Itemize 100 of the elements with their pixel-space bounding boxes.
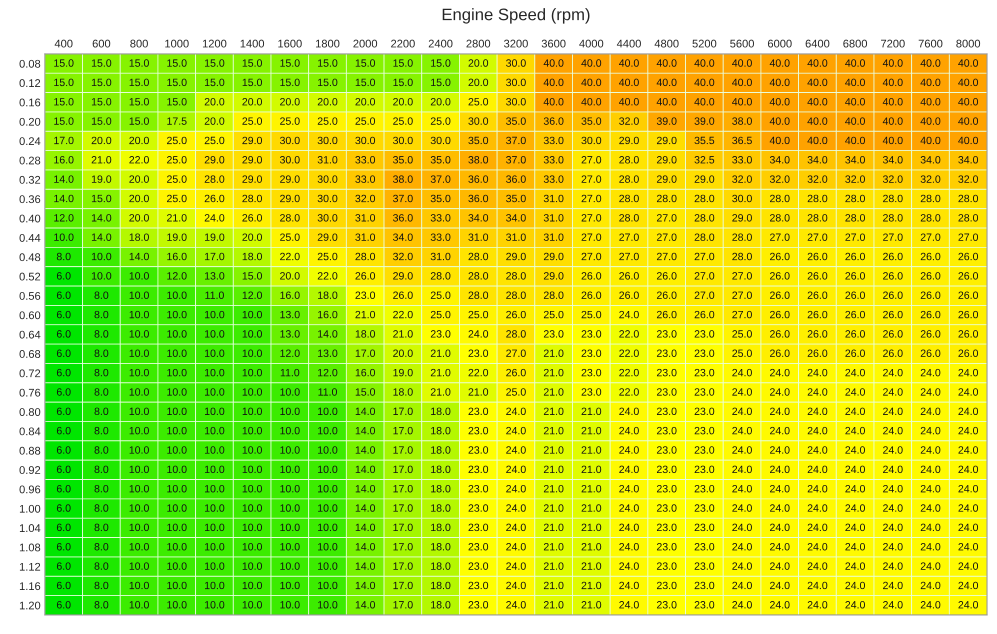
data-label: 28.0 [619,175,639,183]
data-label: 24.0 [845,543,865,550]
data-label: 18.0 [318,291,338,299]
data-label: 10.0 [130,350,149,358]
data-label: 15.0 [356,388,376,396]
data-label: 26.0 [920,272,940,280]
data-label: 23.0 [694,466,714,474]
data-label: 23.0 [656,350,677,358]
data-label: 10.0 [130,388,149,396]
data-label: 34.0 [506,214,526,222]
data-label: 23.0 [656,368,677,376]
data-label: 27.0 [619,252,639,260]
data-label: 31.0 [430,252,450,260]
data-label: 27.0 [582,156,602,164]
data-label: 17.0 [393,504,413,512]
data-label: 28.0 [770,214,790,222]
y-tick-label: 0.24 [20,137,40,146]
data-label: 40.0 [656,78,677,86]
data-label: 24.0 [958,388,978,396]
data-label: 24.0 [619,524,639,532]
data-label: 10.0 [130,446,149,454]
x-tick-label: 1000 [165,40,189,48]
data-label: 8.0 [94,446,108,454]
data-label: 28.0 [506,291,526,299]
data-label: 14.0 [54,175,74,183]
data-label: 24.0 [808,504,828,512]
data-label: 10.0 [242,388,262,396]
data-label: 24.0 [770,484,790,492]
data-label: 16.0 [356,368,376,376]
data-label: 25.0 [167,136,187,144]
data-label: 24.0 [883,582,903,590]
data-label: 10.0 [280,484,300,492]
data-label: 23.0 [694,388,714,396]
data-label: 14.0 [318,330,338,338]
data-label: 6.0 [56,388,71,396]
data-label: 26.0 [958,330,978,338]
data-label: 28.0 [694,233,714,241]
data-label: 24.0 [619,466,639,474]
data-label: 10.0 [167,524,187,532]
data-label: 32.0 [882,175,903,183]
data-label: 24.0 [808,466,828,474]
data-label: 8.0 [94,350,108,358]
data-label: 17.0 [393,446,413,454]
data-label: 10.0 [204,408,224,416]
data-label: 18.0 [431,408,450,416]
data-label: 34.0 [845,156,865,164]
data-label: 24.0 [770,408,790,416]
data-label: 19.0 [393,368,413,376]
data-label: 24.0 [845,426,865,434]
data-label: 24.0 [619,408,639,416]
data-label: 14.0 [92,233,112,241]
data-label: 24.0 [770,582,790,590]
data-label: 27.0 [582,194,602,202]
y-tick-label: 0.56 [20,292,40,300]
data-label: 10.0 [167,543,187,550]
data-label: 22.0 [318,272,338,280]
data-label: 15.0 [242,78,262,86]
data-label: 28.0 [506,272,526,280]
data-label: 31.0 [506,233,526,241]
data-label: 23.0 [694,504,714,512]
x-tick-label: 2000 [353,40,378,48]
data-label: 26.0 [808,291,828,299]
data-label: 23.0 [656,484,677,492]
data-label: 15.0 [92,194,112,202]
data-label: 10.0 [280,601,300,609]
data-label: 32.0 [732,175,752,183]
data-label: 27.0 [732,291,752,299]
data-label: 24.0 [845,368,865,376]
data-label: 25.0 [242,117,262,125]
data-label: 10.0 [242,368,262,376]
data-label: 20.0 [129,136,149,144]
data-label: 40.0 [581,98,602,106]
data-label: 15.0 [280,59,300,67]
data-label: 24.0 [883,446,903,454]
data-label: 14.0 [54,194,74,202]
data-label: 40.0 [656,59,677,67]
data-label: 24.0 [845,408,865,416]
data-label: 24.0 [958,601,978,609]
data-label: 30.0 [506,98,526,106]
data-label: 28.0 [355,252,376,260]
data-label: 12.0 [280,350,300,358]
data-label: 22.0 [280,252,300,260]
data-label: 10.0 [167,504,187,512]
data-label: 40.0 [618,59,639,67]
data-label: 20.0 [242,98,262,106]
data-label: 27.0 [656,214,677,222]
y-tick-label: 0.60 [20,311,40,320]
data-label: 24.0 [770,543,790,550]
data-label: 26.0 [883,350,903,358]
y-tick-label: 0.36 [20,195,40,204]
data-label: 10.0 [280,466,300,474]
data-label: 15.0 [242,272,262,280]
x-tick-label: 1400 [240,40,264,48]
data-label: 20.0 [129,175,149,183]
data-label: 33.0 [430,233,450,241]
data-label: 10.0 [204,582,224,590]
data-label: 40.0 [845,78,865,86]
data-label: 37.0 [393,194,413,202]
data-label: 21.0 [582,582,602,590]
data-label: 27.0 [694,291,714,299]
